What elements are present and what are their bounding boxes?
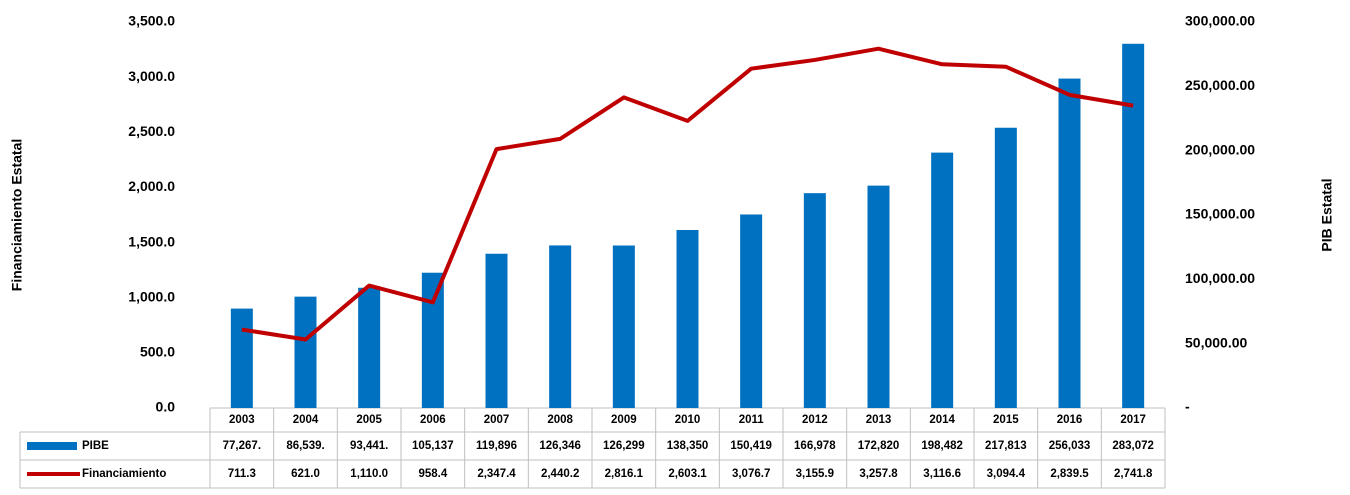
bar	[931, 152, 954, 408]
table-value: 1,110.0	[350, 468, 388, 480]
y2-tick-label: 200,000.00	[1185, 141, 1255, 157]
table-value: 958.4	[418, 468, 447, 480]
table-value: 138,350	[667, 440, 709, 452]
x-tick-label: 2016	[1057, 414, 1083, 426]
table-value: 126,299	[603, 440, 645, 452]
legend-key	[27, 442, 77, 450]
bar	[230, 308, 253, 408]
table-value: 3,116.6	[923, 468, 961, 480]
table-value: 93,441.	[350, 440, 388, 452]
x-tick-label: 2017	[1120, 414, 1146, 426]
y-tick-label: 1,500.0	[128, 233, 175, 249]
y-tick-label: 3,500.0	[128, 13, 175, 29]
x-tick-label: 2010	[675, 414, 701, 426]
bar	[294, 296, 317, 408]
x-tick-label: 2012	[802, 414, 828, 426]
table-value: 3,094.4	[987, 468, 1026, 480]
table-value: 2,741.8	[1114, 468, 1153, 480]
y-tick-label: 3,000.0	[128, 68, 175, 84]
x-tick-label: 2011	[739, 414, 765, 426]
x-tick-label: 2006	[420, 414, 446, 426]
y-tick-label: 500.0	[140, 344, 175, 360]
y2-axis-title: PIB Estatal	[1319, 178, 1335, 251]
y2-tick-label: 150,000.00	[1185, 206, 1255, 222]
bar	[676, 229, 699, 408]
bar	[740, 214, 763, 408]
table-value: 172,820	[858, 440, 900, 452]
table-value: 621.0	[291, 468, 320, 480]
table-value: 256,033	[1049, 440, 1091, 452]
y-tick-label: 2,500.0	[128, 123, 175, 139]
table-value: 2,347.4	[477, 468, 516, 480]
table-value: 283,072	[1112, 440, 1154, 452]
y-tick-label: 2,000.0	[128, 178, 175, 194]
table-value: 86,539.	[286, 440, 324, 452]
y2-tick-label: 100,000.00	[1185, 270, 1255, 286]
table-value: 119,896	[476, 440, 517, 452]
table-value: 126,346	[539, 440, 581, 452]
y-tick-label: 0.0	[156, 399, 176, 415]
table-value: 217,813	[985, 440, 1027, 452]
table-value: 711.3	[228, 468, 256, 480]
bar	[485, 253, 508, 408]
bar	[358, 287, 381, 408]
x-tick-label: 2003	[229, 414, 255, 426]
y2-tick-label: 300,000.00	[1185, 13, 1255, 29]
table-value: 3,155.9	[796, 468, 834, 480]
x-tick-label: 2004	[293, 414, 319, 426]
table-value: 150,419	[730, 440, 772, 452]
y2-tick-label: -	[1185, 399, 1190, 415]
y2-tick-label: 250,000.00	[1185, 77, 1255, 93]
table-value: 77,267.	[223, 440, 261, 452]
x-tick-label: 2007	[484, 414, 510, 426]
table-value: 166,978	[794, 440, 836, 452]
y2-tick-label: 50,000.00	[1185, 334, 1247, 350]
table-value: 3,257.8	[859, 468, 898, 480]
x-tick-label: 2014	[929, 414, 955, 426]
x-tick-label: 2009	[611, 414, 637, 426]
x-tick-label: 2008	[547, 414, 573, 426]
bar	[867, 185, 890, 408]
table-value: 2,839.5	[1050, 468, 1089, 480]
x-tick-label: 2015	[993, 414, 1019, 426]
y-axis-title: Financiamiento Estatal	[9, 139, 25, 291]
bar	[994, 127, 1017, 408]
x-tick-label: 2013	[866, 414, 892, 426]
table-value: 2,603.1	[668, 468, 707, 480]
table-value: 198,482	[921, 440, 963, 452]
x-tick-label: 2005	[356, 414, 382, 426]
table-value: 3,076.7	[732, 468, 770, 480]
bar	[612, 245, 635, 408]
bar	[1122, 43, 1145, 408]
line	[241, 46, 1134, 342]
table-value: 2,816.1	[605, 468, 644, 480]
bar	[803, 193, 826, 408]
table-value: 2,440.2	[541, 468, 579, 480]
legend-label: PIBE	[82, 440, 109, 452]
bar	[549, 245, 572, 408]
y-tick-label: 1,000.0	[128, 288, 175, 304]
table-value: 105,137	[412, 440, 454, 452]
bar	[1058, 78, 1081, 409]
bar	[421, 272, 444, 408]
legend-label: Financiamiento	[82, 468, 166, 480]
